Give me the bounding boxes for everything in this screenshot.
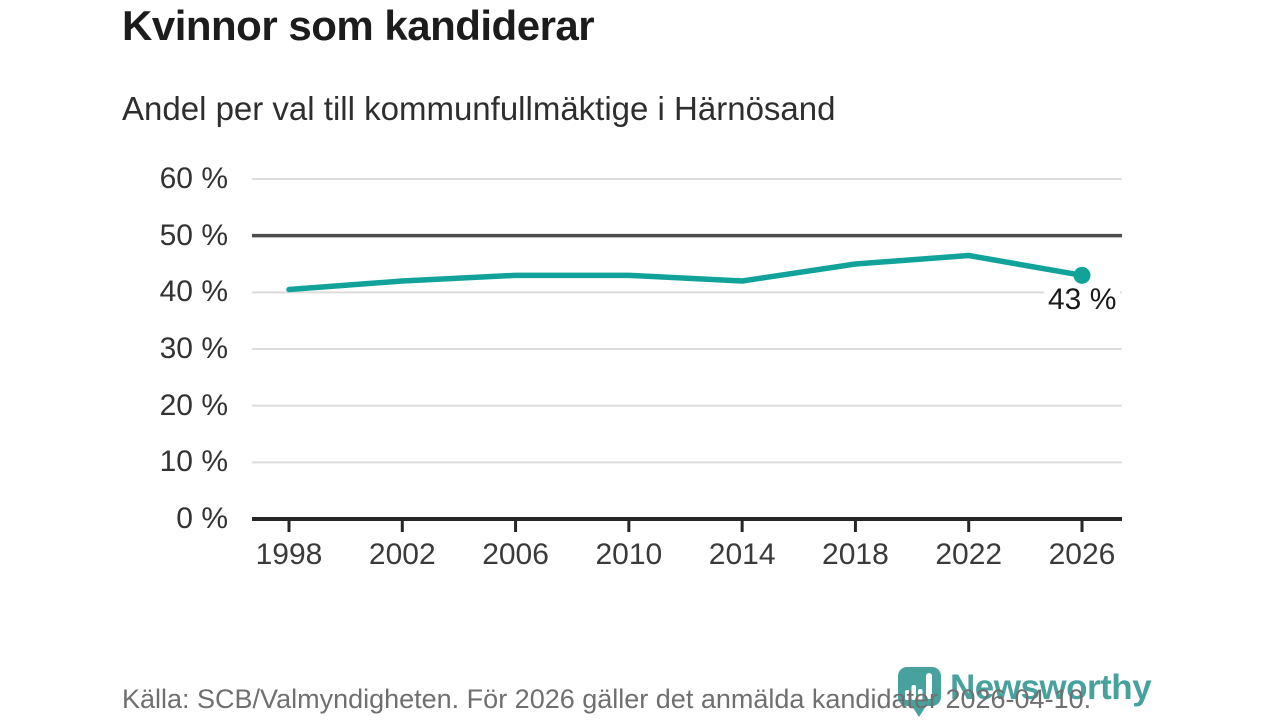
x-tick-label: 2010 xyxy=(595,538,663,571)
y-tick-label: 0 % xyxy=(176,502,228,535)
newsworthy-pin-icon xyxy=(898,667,941,717)
chart-subtitle: Andel per val till kommunfullmäktige i H… xyxy=(122,90,836,127)
x-tick-label: 1998 xyxy=(255,538,323,571)
y-tick-label: 40 % xyxy=(159,275,228,309)
end-point-dot xyxy=(1073,266,1091,284)
newsworthy-logo: Newsworthy xyxy=(897,666,1152,718)
source-note: Källa: SCB/Valmyndigheten. För 2026 gäll… xyxy=(122,684,1092,714)
y-tick-label: 50 % xyxy=(159,218,228,252)
newsworthy-wordmark: Newsworthy xyxy=(950,668,1152,707)
chart-title: Kvinnor som kandiderar xyxy=(122,2,595,49)
x-tick-label: 2018 xyxy=(822,538,889,571)
y-tick-label: 10 % xyxy=(159,445,228,479)
y-tick-label: 60 % xyxy=(159,162,228,195)
y-tick-label: 30 % xyxy=(159,332,228,365)
end-value-label: 43 % xyxy=(1044,284,1121,317)
y-tick-label: 20 % xyxy=(159,388,228,422)
x-tick-label: 2026 xyxy=(1048,538,1116,571)
x-tick-label: 2022 xyxy=(935,538,1003,571)
trend-line xyxy=(286,252,1085,293)
x-tick-label: 2002 xyxy=(368,538,436,571)
x-tick-label: 2014 xyxy=(708,538,776,571)
x-tick-label: 2006 xyxy=(482,538,549,571)
